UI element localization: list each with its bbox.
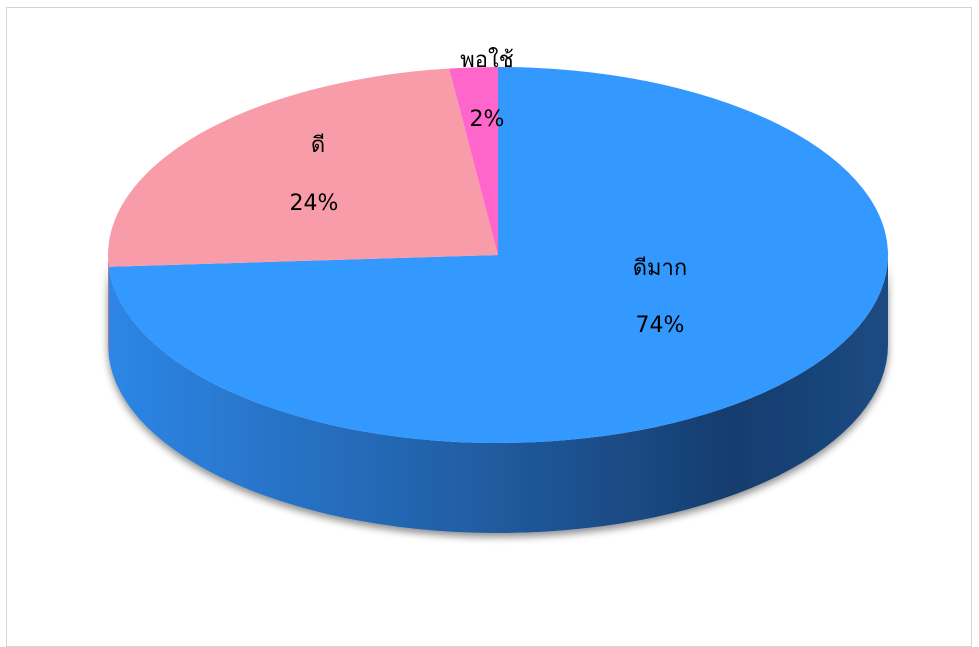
pie-top-face (107, 67, 888, 443)
pie-side-wall (108, 255, 888, 534)
slice-percent-1: 24% (290, 191, 339, 216)
pie-slice-0 (108, 67, 888, 443)
pie-slice-2 (449, 67, 498, 255)
slice-percent-2: 2% (470, 107, 505, 132)
pie-labels: ดีมาก 74% ดี 24% พอใช้ 2% (290, 47, 688, 338)
slice-percent-0: 74% (636, 313, 685, 338)
slice-label-0: ดีมาก (633, 256, 687, 281)
pie-side-1 (108, 255, 109, 357)
slice-label-1: ดี (311, 133, 325, 158)
pie-side-0 (108, 255, 888, 534)
pie-slice-1 (107, 68, 498, 267)
slice-label-2: พอใช้ (460, 47, 513, 73)
